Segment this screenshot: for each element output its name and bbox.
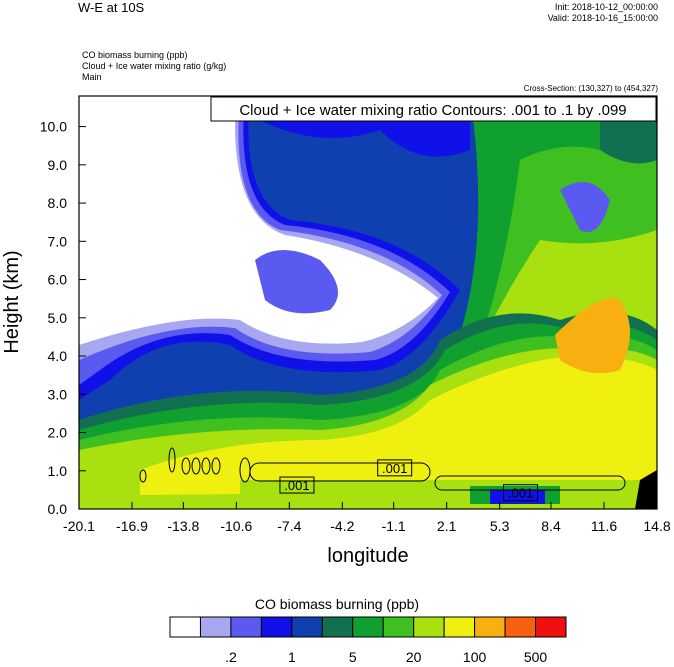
x-tick-label: 14.8: [643, 518, 670, 534]
colorbar-swatch: [352, 616, 384, 638]
colorbar-tick-label: 5: [349, 649, 357, 665]
x-tick-label: -4.2: [330, 518, 354, 534]
terrain-corner: [635, 470, 657, 509]
contour-label-box: [377, 459, 413, 477]
field-co: CO biomass burning (ppb): [82, 50, 188, 60]
colorbar-swatch: [321, 616, 354, 638]
colorbar-swatch: [260, 616, 293, 638]
colorbar-swatch: [291, 616, 323, 638]
colorbar: [169, 616, 567, 638]
x-tick-label: 8.4: [541, 518, 561, 534]
colorbar-tick-label: 500: [524, 649, 548, 665]
plot-title: W-E at 10S: [78, 0, 145, 15]
y-tick-label: 0.0: [48, 501, 68, 517]
colorbar-swatch: [382, 616, 415, 638]
contour-labels: .001 .001 .001: [279, 459, 539, 502]
field-cloud: Cloud + Ice water mixing ratio (g/kg): [82, 61, 227, 71]
x-tick-label: -10.6: [220, 518, 252, 534]
band-yellow: [140, 355, 657, 495]
x-tick-label: 2.1: [437, 518, 457, 534]
cloud-contours: [139, 447, 626, 491]
x-tick-label: -20.1: [63, 518, 95, 534]
blob-orange: [555, 298, 630, 374]
colorbar-title: CO biomass burning (ppb): [254, 596, 420, 612]
x-tick-label: 11.6: [591, 518, 617, 534]
y-tick-label: 7.0: [48, 233, 68, 249]
contour-label-box: [279, 476, 315, 494]
cross-section-label: Cross-Section: (130,327) to (454,327): [523, 84, 658, 93]
x-axis-label: longitude: [327, 545, 408, 567]
colorbar-swatch: [199, 616, 232, 638]
y-tick-label: 1.0: [48, 463, 68, 479]
contour-label: .001: [508, 486, 533, 501]
y-tick-label: 3.0: [48, 386, 68, 402]
x-tick-label: -7.4: [277, 518, 301, 534]
x-axis: -20.1 -16.9 -13.8 -10.6 -7.4 -4.2 -1.1 2.1 5.3 8.…: [63, 502, 671, 534]
field-main: Main: [82, 72, 102, 82]
y-tick-label: 9.0: [48, 157, 68, 173]
co-field: [79, 96, 657, 509]
blob-inner-blue: [255, 250, 338, 314]
y-tick-label: 8.0: [48, 195, 68, 211]
x-tick-label: 5.3: [490, 518, 510, 534]
colorbar-tick-label: 100: [463, 649, 487, 665]
colorbar-swatch: [413, 616, 445, 638]
colorbar-swatch: [504, 616, 537, 638]
plot-frame: [78, 95, 658, 510]
x-tick-label: -16.9: [116, 518, 148, 534]
init-time: Init: 2018-10-12_00:00:00: [554, 2, 658, 12]
y-tick-label: 2.0: [48, 425, 68, 441]
colorbar-swatch: [169, 616, 201, 638]
contour-label: .001: [382, 461, 407, 476]
colorbar-swatch: [474, 616, 506, 638]
colorbar-swatch: [535, 616, 567, 638]
y-tick-label: 6.0: [48, 272, 68, 288]
y-tick-label: 10.0: [40, 119, 67, 135]
colorbar-swatch: [230, 616, 262, 638]
y-tick-label: 5.0: [48, 310, 68, 326]
contour-info: Cloud + Ice water mixing ratio Contours:…: [239, 102, 626, 119]
colorbar-tick-label: 20: [406, 649, 422, 665]
contour-label-box: [503, 484, 539, 502]
contour-label: .001: [284, 478, 309, 493]
colorbar-tick-label: .2: [225, 649, 237, 665]
cloud-white: [79, 96, 438, 345]
valid-time: Valid: 2018-10-16_15:00:00: [547, 13, 658, 23]
y-tick-label: 4.0: [48, 348, 68, 364]
colorbar-tick-label: 1: [288, 649, 296, 665]
contour-info-box: Cloud + Ice water mixing ratio Contours:…: [210, 96, 657, 122]
x-tick-label: -1.1: [382, 518, 406, 534]
y-axis: 0.0 1.0 2.0 3.0 4.0 5.0 6.0 7.0 8.0 9.0 10.0: [40, 119, 86, 517]
blob-blue-right: [560, 182, 610, 232]
colorbar-ticks: .2 1 5 20 100 500: [225, 649, 547, 665]
x-tick-label: -13.8: [167, 518, 199, 534]
colorbar-swatch: [443, 616, 476, 638]
y-axis-label: Height (km): [1, 250, 23, 353]
